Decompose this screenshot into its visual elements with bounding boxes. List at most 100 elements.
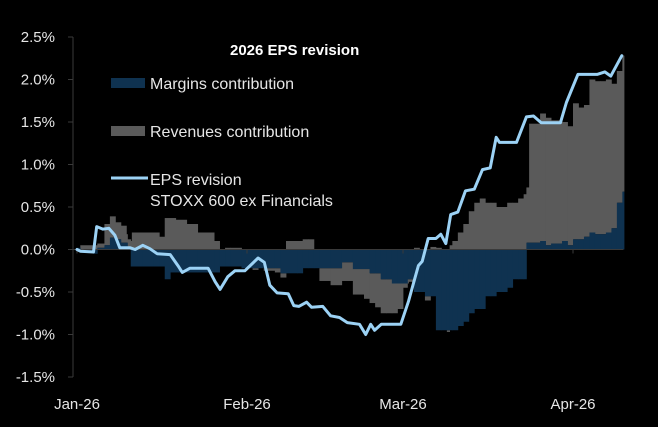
revenues-bar — [369, 273, 376, 304]
revenues-bar — [263, 268, 276, 271]
revenues-bar — [446, 330, 451, 332]
x-tick-label: Jan-26 — [54, 396, 100, 413]
revenues-bar — [225, 247, 231, 250]
revenues-bar — [573, 103, 579, 240]
revenues-bar — [120, 225, 127, 243]
revenues-bar — [474, 202, 481, 250]
chart-title: 2026 EPS revision — [230, 42, 359, 59]
revenues-bar — [308, 239, 315, 250]
margins-bar — [408, 249, 415, 280]
revenues-bar — [104, 224, 111, 246]
legend: Margins contribution Revenues contributi… — [111, 76, 333, 210]
revenues-bar — [611, 83, 618, 229]
margins-bar — [589, 232, 596, 250]
revenues-bar — [463, 224, 470, 250]
margins-bar — [247, 249, 253, 269]
revenues-bar — [496, 207, 503, 250]
margins-bar — [397, 249, 404, 284]
x-tick-label: Apr-26 — [550, 396, 595, 413]
y-tick-label: 1.0% — [21, 157, 55, 174]
revenues-bar — [424, 296, 431, 301]
y-tick-label: 0.5% — [21, 199, 55, 216]
y-tick-label: -1.5% — [16, 369, 55, 386]
legend-label-margins: Margins contribution — [150, 76, 294, 93]
margins-bar — [567, 245, 574, 250]
margins-bar — [501, 249, 508, 292]
margins-bar — [583, 236, 590, 250]
margins-bar — [375, 249, 382, 274]
margins-bar — [419, 249, 426, 292]
revenues-bar — [526, 187, 530, 243]
revenues-bar — [126, 234, 128, 243]
margins-bar — [131, 249, 144, 267]
revenues-bar — [397, 283, 404, 309]
revenues-bar — [130, 241, 133, 250]
revenues-bar — [319, 268, 331, 281]
legend-label-eps: EPS revision — [150, 172, 242, 189]
revenues-bar — [403, 283, 408, 288]
margins-bar — [452, 249, 459, 331]
margins-bar — [274, 249, 281, 269]
margins-bar — [142, 249, 155, 267]
margins-bar — [104, 245, 111, 250]
revenues-bar — [605, 79, 612, 233]
margins-bar — [490, 249, 497, 297]
margins-bar — [600, 234, 607, 250]
legend-label-revenues: Revenues contribution — [150, 124, 309, 141]
revenues-bar — [413, 247, 420, 250]
margins-bar — [352, 249, 365, 270]
margins-bar — [407, 249, 409, 280]
margins-bar — [319, 249, 331, 269]
margins-bar — [386, 249, 393, 280]
revenues-bar — [468, 211, 475, 250]
margins-bar — [241, 249, 248, 269]
x-tick-label: Feb-26 — [223, 396, 271, 413]
revenues-bar — [380, 279, 387, 314]
margins-bar — [126, 242, 128, 250]
x-tick-label: Mar-26 — [379, 396, 427, 413]
margins-bar — [457, 249, 464, 326]
margins-bar — [403, 249, 408, 284]
margins-bar — [263, 249, 276, 269]
margins-bar — [391, 249, 398, 284]
legend-swatch-revenues — [111, 126, 145, 136]
margins-bar — [573, 239, 579, 250]
revenues-bar — [197, 232, 215, 250]
revenues-bar — [364, 269, 370, 299]
revenues-bar — [153, 232, 160, 250]
revenues-bar — [230, 247, 242, 250]
revenues-bar — [170, 218, 177, 250]
y-tick-label: 1.5% — [21, 114, 55, 131]
margins-bar — [526, 242, 530, 250]
line-layer — [75, 54, 624, 336]
revenues-bar — [616, 71, 623, 203]
revenues-bar — [131, 232, 144, 250]
revenues-bar — [551, 120, 563, 244]
y-tick-label: -1.0% — [16, 327, 55, 344]
margins-bar — [153, 249, 160, 267]
margins-bar — [93, 249, 98, 254]
margins-bar — [468, 249, 475, 314]
revenues-bar — [452, 241, 459, 250]
revenues-bar — [479, 198, 486, 250]
margins-bar — [286, 249, 298, 274]
margins-bar — [545, 245, 552, 250]
revenues-bar — [97, 243, 105, 248]
y-tick-label: -0.5% — [16, 284, 55, 301]
margins-bar — [435, 249, 442, 331]
margins-bar — [424, 249, 431, 297]
margins-bar — [441, 249, 448, 331]
revenues-bar — [109, 216, 116, 238]
revenues-bar — [562, 122, 568, 241]
margins-bar — [380, 249, 387, 280]
revenues-bar — [352, 269, 365, 295]
legend-label-eps-sub: STOXX 600 ex Financials — [150, 193, 333, 210]
margins-bar — [474, 249, 481, 309]
revenues-bar — [407, 279, 409, 284]
revenues-bar — [435, 247, 442, 250]
margins-bar — [605, 232, 612, 250]
revenues-bar — [159, 236, 166, 250]
revenues-bar — [80, 245, 94, 250]
margins-bar — [523, 249, 527, 280]
revenues-bar — [457, 232, 464, 250]
